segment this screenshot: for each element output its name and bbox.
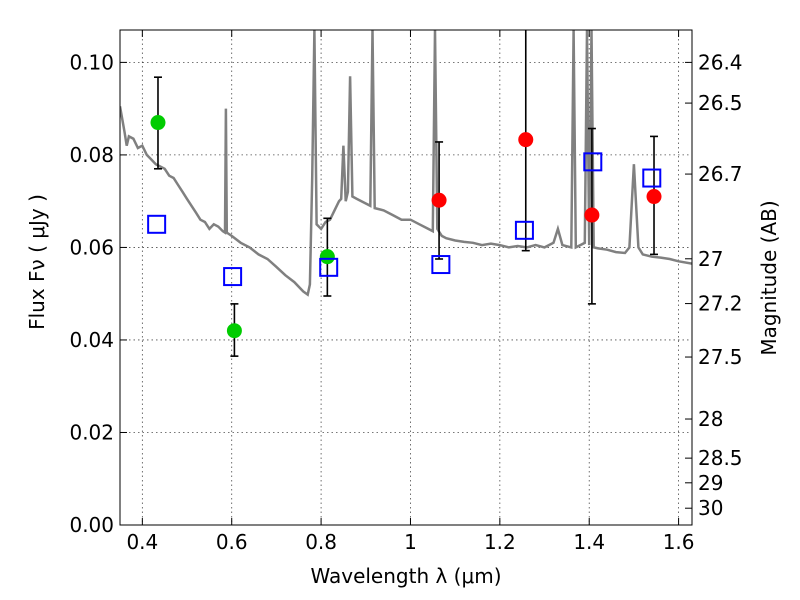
mag-tick-label: 30 — [698, 496, 723, 520]
data-point — [518, 132, 534, 148]
error-bars — [153, 30, 659, 357]
mag-tick-label: 29 — [698, 471, 723, 495]
y2-axis-label: Magnitude (AB) — [757, 200, 781, 355]
mag-tick-label: 28.5 — [698, 446, 743, 470]
y-tick-label: 0.02 — [69, 420, 114, 444]
spectrum-line — [120, 30, 692, 297]
y-tick-label: 0.04 — [69, 328, 114, 352]
data-point — [431, 192, 447, 208]
data-point — [150, 115, 166, 131]
y-tick-label: 0.00 — [69, 513, 114, 537]
y-axis-label: Flux Fν ( μJy ) — [25, 194, 49, 330]
x-tick-label: 0.4 — [126, 530, 158, 554]
mag-tick-label: 26.4 — [698, 50, 743, 74]
model-point — [223, 267, 243, 287]
grid — [120, 30, 692, 526]
data-point — [646, 189, 662, 205]
mag-tick-label: 26.7 — [698, 162, 743, 186]
x-tick-label: 0.8 — [305, 530, 337, 554]
mag-tick-label: 26.5 — [698, 91, 743, 115]
mag-tick-label: 27.2 — [698, 292, 743, 316]
data-markers — [147, 115, 662, 339]
data-point — [319, 249, 335, 265]
y-tick-label: 0.10 — [69, 50, 114, 74]
mag-tick-label: 27 — [698, 247, 723, 271]
x-tick-label: 1.6 — [663, 530, 695, 554]
model-spectrum — [120, 30, 692, 297]
x-tick-label: 1 — [404, 530, 417, 554]
y-tick-label: 0.06 — [69, 235, 114, 259]
x-tick-label: 0.6 — [216, 530, 248, 554]
y-tick-label: 0.08 — [69, 143, 114, 167]
model-point — [431, 255, 451, 275]
data-point — [584, 207, 600, 223]
model-point — [583, 152, 603, 172]
axis-ticks: 0.4 0.6 0.8 1 1.2 1.4 1.6 0.00 0.02 0.04 0.06 0.08 0… — [69, 30, 743, 554]
x-tick-label: 1.2 — [484, 530, 516, 554]
model-point — [642, 168, 662, 188]
model-point — [147, 214, 167, 234]
mag-tick-label: 27.5 — [698, 345, 743, 369]
mag-tick-label: 28 — [698, 407, 723, 431]
plot-frame — [119, 29, 693, 526]
model-point — [514, 220, 534, 240]
model-point — [319, 257, 339, 277]
x-tick-label: 1.4 — [573, 530, 605, 554]
data-point — [226, 323, 242, 339]
x-axis-label: Wavelength λ (μm) — [310, 564, 501, 588]
